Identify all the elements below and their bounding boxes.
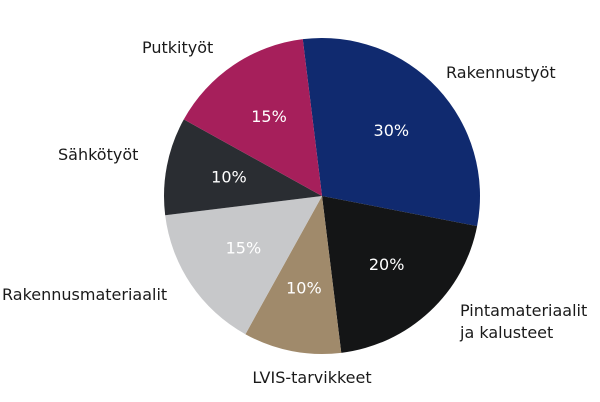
slice-category-label: Pintamateriaalit ja kalusteet <box>459 301 587 342</box>
slice-percent-label: 10% <box>286 279 322 298</box>
slice-category-label: Sähkötyöt <box>58 145 138 164</box>
slice-percent-label: 30% <box>374 121 410 140</box>
pie-slice <box>302 37 481 227</box>
slice-percent-label: 20% <box>369 255 405 274</box>
slice-category-label: LVIS-tarvikkeet <box>252 368 371 387</box>
pie-slice <box>164 119 322 216</box>
slice-percent-label: 10% <box>211 167 247 186</box>
slice-percent-label: 15% <box>226 239 262 258</box>
pie-slice <box>165 196 322 335</box>
slice-percent-label: 15% <box>251 107 287 126</box>
pie-slice <box>183 39 322 197</box>
pie-slice <box>245 196 342 354</box>
slice-category-label: Putkityöt <box>142 38 213 57</box>
slice-category-label: Rakennusmateriaalit <box>2 285 167 304</box>
pie-slice <box>322 196 478 353</box>
slice-category-label: Rakennustyöt <box>446 63 556 82</box>
